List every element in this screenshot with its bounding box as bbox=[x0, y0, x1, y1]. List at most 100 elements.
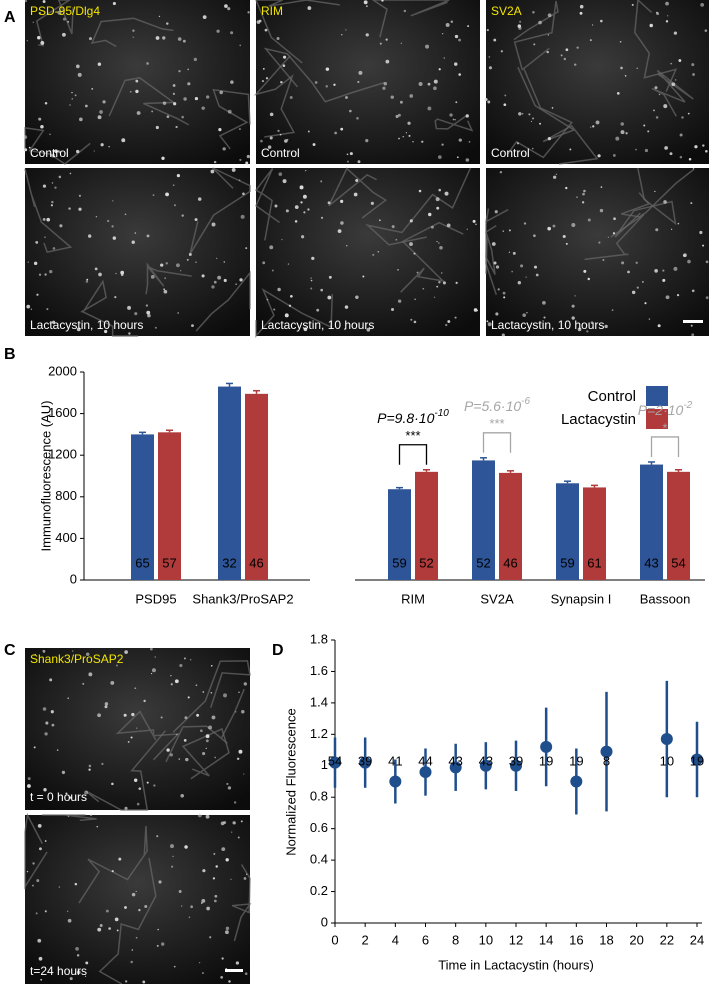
punctum bbox=[26, 870, 29, 873]
punctum bbox=[355, 178, 359, 182]
punctum bbox=[211, 715, 216, 720]
punctum bbox=[74, 882, 78, 886]
punctum bbox=[217, 275, 222, 280]
punctum bbox=[51, 153, 56, 158]
punctum bbox=[582, 192, 585, 196]
punctum bbox=[162, 101, 167, 105]
punctum bbox=[26, 40, 29, 42]
punctum bbox=[398, 137, 400, 140]
punctum bbox=[61, 770, 66, 775]
punctum bbox=[674, 79, 677, 81]
punctum bbox=[456, 156, 459, 159]
point bbox=[419, 766, 432, 779]
punctum bbox=[299, 185, 304, 190]
punctum bbox=[503, 103, 507, 107]
punctum bbox=[493, 38, 497, 42]
punctum bbox=[488, 56, 491, 58]
punctum bbox=[51, 182, 54, 184]
punctum bbox=[224, 4, 228, 8]
punctum bbox=[663, 104, 668, 109]
punctum bbox=[32, 862, 35, 865]
p-value: P=2·10-2 bbox=[638, 400, 693, 418]
neurite bbox=[42, 814, 97, 822]
significance-bracket bbox=[650, 436, 680, 457]
punctum bbox=[320, 180, 323, 183]
punctum bbox=[413, 252, 416, 255]
punctum bbox=[124, 906, 127, 909]
punctum bbox=[110, 680, 115, 685]
punctum bbox=[213, 160, 217, 164]
punctum bbox=[46, 217, 51, 222]
punctum bbox=[607, 236, 610, 238]
punctum bbox=[235, 961, 240, 965]
punctum bbox=[44, 910, 47, 913]
punctum bbox=[595, 120, 600, 125]
punctum bbox=[343, 327, 347, 331]
punctum bbox=[341, 34, 343, 36]
punctum bbox=[262, 261, 266, 265]
punctum bbox=[362, 275, 365, 278]
n-label: 59 bbox=[392, 555, 406, 570]
x-tick-label: Bassoon bbox=[640, 591, 691, 606]
punctum bbox=[409, 94, 414, 98]
punctum bbox=[397, 269, 399, 271]
neurite bbox=[328, 167, 388, 219]
punctum bbox=[131, 892, 136, 897]
punctum bbox=[164, 277, 166, 279]
punctum bbox=[200, 902, 203, 904]
punctum bbox=[662, 278, 666, 282]
punctum bbox=[591, 24, 594, 26]
y-tick-label: 1.2 bbox=[310, 726, 328, 741]
n-label: 10 bbox=[660, 753, 674, 768]
punctum bbox=[631, 290, 636, 295]
punctum bbox=[201, 898, 206, 903]
punctum bbox=[262, 67, 265, 70]
punctum bbox=[571, 222, 576, 227]
punctum bbox=[418, 82, 423, 87]
punctum bbox=[399, 100, 403, 104]
punctum bbox=[678, 59, 682, 62]
punctum bbox=[433, 296, 436, 298]
punctum bbox=[363, 0, 368, 5]
punctum bbox=[216, 29, 220, 33]
scale-bar bbox=[225, 969, 243, 972]
punctum bbox=[123, 713, 127, 717]
punctum bbox=[346, 153, 349, 156]
punctum bbox=[511, 270, 513, 273]
punctum bbox=[193, 57, 198, 62]
punctum bbox=[577, 327, 582, 332]
punctum bbox=[56, 749, 59, 751]
neurite bbox=[90, 17, 174, 48]
punctum bbox=[303, 327, 308, 332]
punctum bbox=[340, 199, 344, 203]
punctum bbox=[138, 787, 142, 790]
punctum bbox=[325, 67, 330, 71]
punctum bbox=[57, 10, 62, 15]
punctum bbox=[42, 184, 47, 188]
y-tick-label: 800 bbox=[55, 488, 77, 503]
punctum bbox=[155, 125, 159, 130]
punctum bbox=[154, 326, 157, 329]
neurite bbox=[506, 47, 574, 159]
punctum bbox=[187, 696, 190, 699]
punctum bbox=[271, 269, 274, 272]
point bbox=[449, 761, 462, 774]
punctum bbox=[155, 36, 160, 40]
punctum bbox=[337, 229, 342, 234]
punctum bbox=[156, 944, 159, 947]
x-tick-label: 14 bbox=[539, 932, 553, 947]
punctum bbox=[146, 781, 149, 784]
punctum bbox=[161, 156, 165, 160]
punctum bbox=[37, 36, 41, 40]
point bbox=[479, 759, 492, 772]
punctum bbox=[391, 225, 395, 229]
punctum bbox=[635, 148, 637, 151]
punctum bbox=[124, 806, 128, 810]
punctum bbox=[587, 277, 590, 281]
point bbox=[691, 753, 703, 766]
y-tick-label: 1.6 bbox=[310, 663, 328, 678]
punctum bbox=[136, 727, 138, 729]
punctum bbox=[281, 238, 283, 241]
punctum bbox=[269, 112, 274, 117]
